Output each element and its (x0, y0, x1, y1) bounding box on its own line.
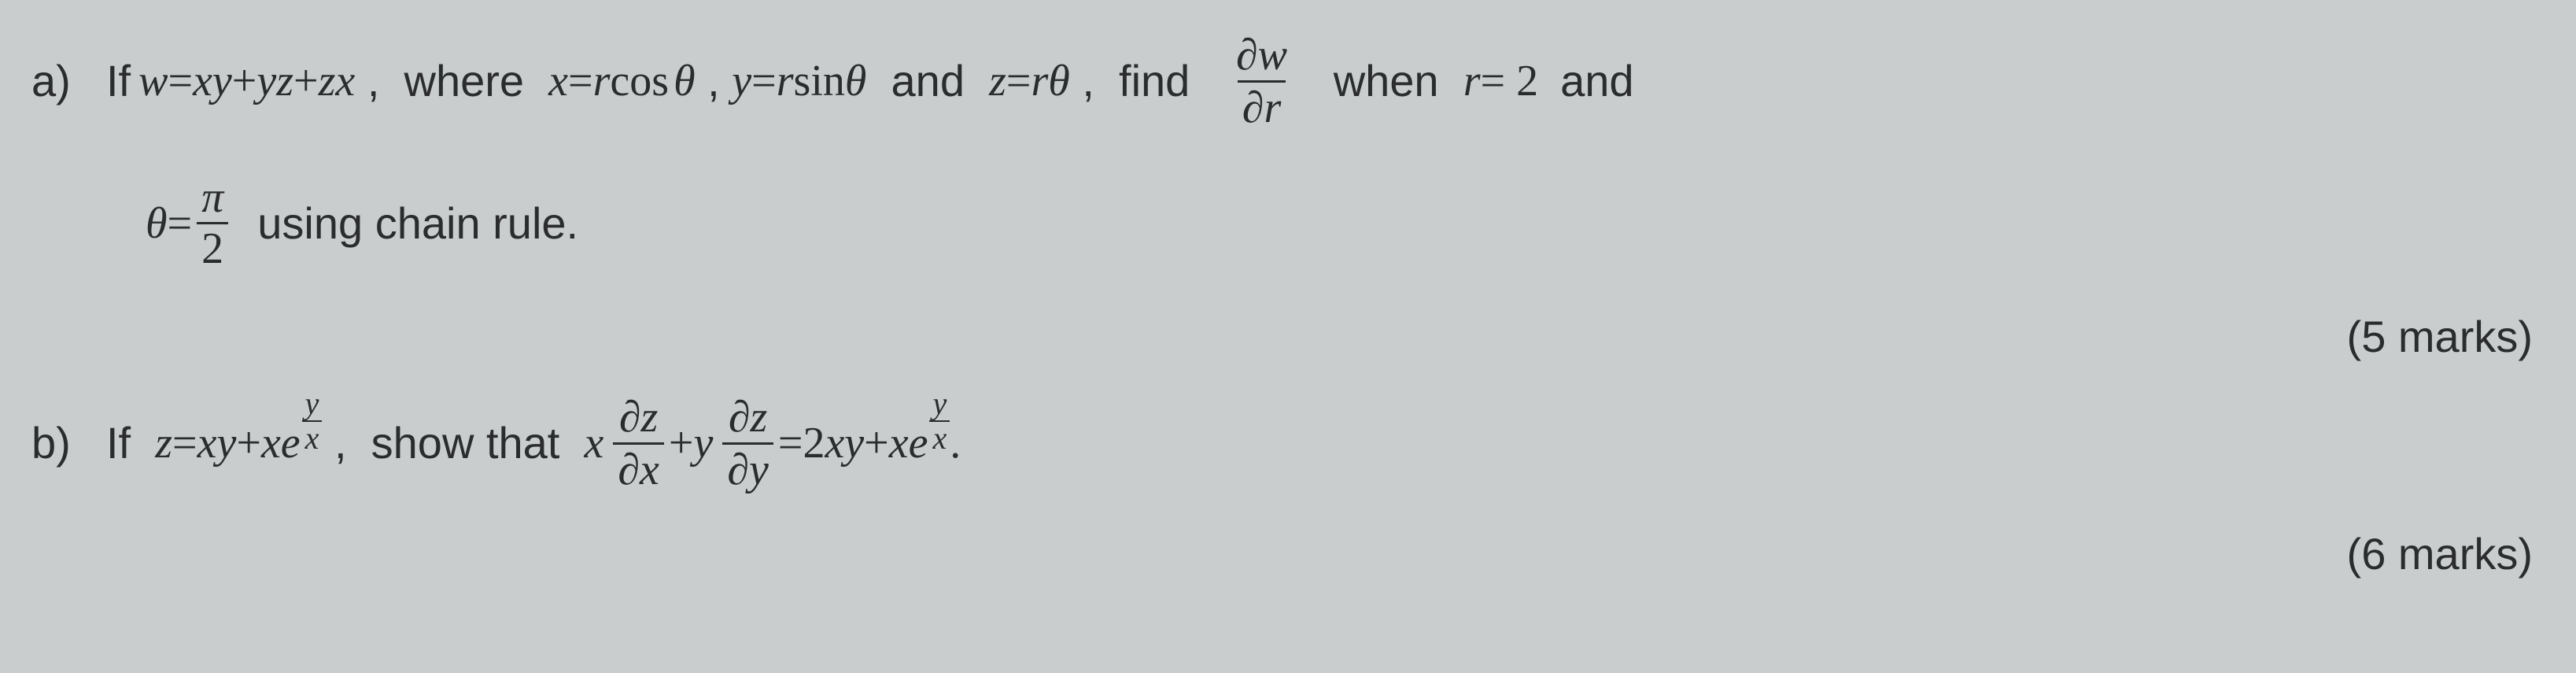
term-e-b: e (281, 410, 301, 476)
plus-1: + (232, 48, 257, 114)
theta-2: θ (845, 48, 867, 114)
eq-sign-5: = (1480, 48, 1505, 114)
eq-sign-1: = (168, 48, 193, 114)
theta-1: θ (674, 48, 696, 114)
theta-3: θ (1048, 48, 1070, 114)
comma-1: , (696, 48, 733, 114)
dw-r: r (1264, 83, 1281, 132)
frac-dzdy: ∂z ∂y (722, 394, 773, 494)
var-r-2: r (777, 48, 794, 114)
exp-y-2: y (929, 388, 950, 420)
val-2: 2 (1505, 48, 1560, 114)
eq-sign-6: = (168, 190, 193, 257)
var-z-b: z (155, 410, 172, 476)
page-root: a) If w = xy + yz + zx , where x = r cos… (0, 0, 2576, 673)
eq-sign-b1: = (172, 410, 197, 476)
frac-dzdx: ∂z ∂x (613, 394, 664, 494)
two-den: 2 (197, 222, 228, 272)
text-where: , where (355, 48, 548, 114)
var-y: y (732, 48, 751, 114)
dy-1: y (749, 446, 769, 494)
fn-cos: cos (610, 48, 669, 114)
term-xy-b: xy (197, 410, 237, 476)
part-a-line-2: θ = π 2 using chain rule. (146, 175, 2545, 273)
text-and-2: and (1560, 48, 1633, 114)
plus-2: + (293, 48, 319, 114)
exp-yx-1: y x (302, 388, 323, 454)
partial-b3: ∂ (729, 393, 751, 442)
partial-1: ∂ (1236, 31, 1258, 80)
term-x-b2: x (889, 410, 909, 476)
term-zx: zx (319, 48, 356, 114)
exp-y-1: y (302, 388, 323, 420)
eq-sign-3: = (751, 48, 777, 114)
part-b-label: b) (31, 410, 106, 476)
partial-2: ∂ (1242, 83, 1264, 132)
dx-1: x (640, 446, 659, 494)
plus-b2: + (669, 410, 694, 476)
theta-4: θ (146, 190, 168, 257)
partial-b4: ∂ (727, 446, 749, 494)
dw-w: w (1258, 31, 1287, 80)
term-xy-b2: xy (825, 410, 864, 476)
term-yz: yz (256, 48, 293, 114)
dz-2: z (751, 393, 768, 442)
plus-b1: + (236, 410, 261, 476)
partial-b1: ∂ (619, 393, 641, 442)
part-b-line-1: b) If z = xy + xe y x , show that x ∂z ∂… (31, 394, 2545, 494)
text-if-b: If (106, 410, 155, 476)
part-a-line-1: a) If w = xy + yz + zx , where x = r cos… (31, 31, 2545, 131)
exp-yx-2: y x (929, 388, 950, 454)
var-w: w (138, 48, 168, 114)
var-z: z (989, 48, 1006, 114)
var-r-4: r (1463, 48, 1481, 114)
text-find: , find (1070, 48, 1227, 114)
eq-sign-2: = (568, 48, 593, 114)
exp-x-2: x (929, 420, 950, 454)
frac-dw-dr: ∂w ∂r (1231, 31, 1292, 131)
fn-sin: sin (794, 48, 845, 114)
plus-b3: + (864, 410, 889, 476)
term-e-b2: e (909, 410, 928, 476)
term-xy: xy (193, 48, 232, 114)
coef-x: x (584, 410, 603, 476)
eq-sign-4: = (1006, 48, 1032, 114)
pi: π (197, 175, 228, 223)
var-x: x (548, 48, 568, 114)
eq-sign-b2: = (778, 410, 803, 476)
text-using-chain-rule: using chain rule. (233, 190, 578, 257)
text-if: If (106, 48, 131, 114)
term-x-b: x (261, 410, 281, 476)
marks-b: (6 marks) (31, 521, 2545, 587)
text-when: when (1297, 48, 1463, 114)
part-a-label: a) (31, 48, 106, 114)
var-r-3: r (1031, 48, 1048, 114)
final-dot: . (950, 410, 961, 476)
text-show-that: , show that (322, 410, 584, 476)
frac-pi-2: π 2 (197, 175, 228, 273)
text-and-1: and (866, 48, 989, 114)
var-r-1: r (593, 48, 611, 114)
dz-1: z (641, 393, 659, 442)
exp-x-1: x (302, 420, 323, 454)
marks-a: (5 marks) (31, 304, 2545, 370)
partial-b2: ∂ (618, 446, 640, 494)
coef-2: 2 (803, 410, 825, 476)
coef-y: y (693, 410, 713, 476)
